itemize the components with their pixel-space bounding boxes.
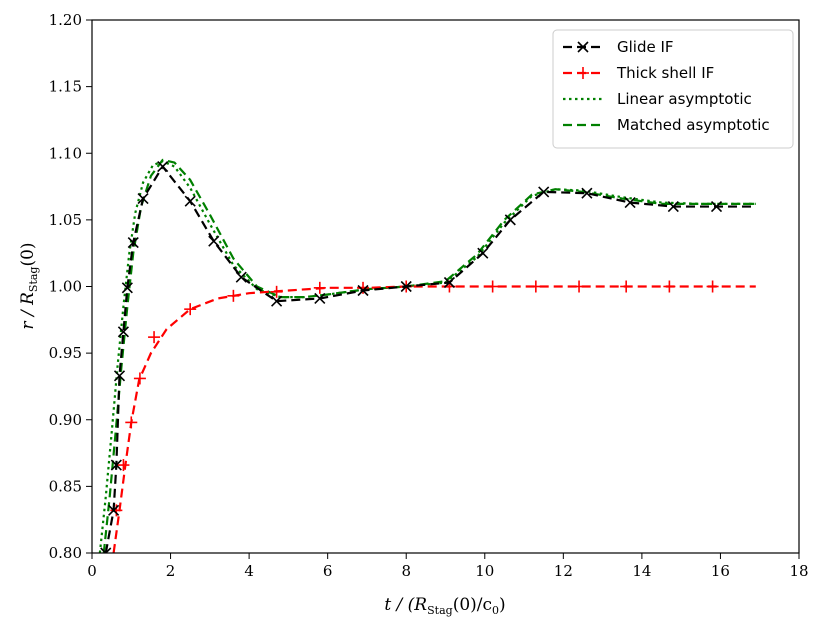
data-point <box>184 195 196 207</box>
data-point <box>113 370 126 382</box>
data-point <box>486 280 499 293</box>
y-tick-label: 1.05 <box>49 211 82 229</box>
data-point <box>313 281 326 294</box>
legend-marker <box>577 67 589 79</box>
data-point <box>314 292 326 305</box>
y-axis-label: r / RStag(0) <box>18 242 40 329</box>
x-tick-label: 18 <box>789 562 808 580</box>
series-line-thick-shell-if <box>112 285 756 553</box>
data-point <box>504 214 516 226</box>
x-tick-label: 0 <box>87 562 97 580</box>
legend-label: Matched asymptotic <box>617 116 770 134</box>
x-tick-label: 2 <box>166 562 176 580</box>
x-axis-label: t / (RStag(0)/c0) <box>384 595 505 617</box>
y-tick-label: 1.10 <box>49 144 82 162</box>
data-point <box>663 280 676 293</box>
data-point <box>443 276 455 289</box>
legend-entry: Linear asymptotic <box>563 90 752 108</box>
data-point <box>271 295 283 307</box>
legend-entry: Thick shell IF <box>563 64 714 82</box>
data-point <box>400 280 412 293</box>
data-point <box>227 289 240 302</box>
series-line-linear-asymptotic <box>98 160 756 553</box>
data-point <box>235 271 247 283</box>
data-point <box>100 547 112 553</box>
x-tick-label: 4 <box>244 562 254 580</box>
data-point <box>148 331 161 344</box>
x-tick-label: 10 <box>475 562 494 580</box>
data-point <box>184 303 197 316</box>
data-point <box>573 280 586 293</box>
data-point <box>125 416 138 429</box>
x-tick-label: 8 <box>401 562 411 580</box>
y-tick-label: 1.20 <box>49 11 82 29</box>
x-tick-label: 6 <box>323 562 333 580</box>
axes-layer: 0 2 4 6 8 10 12 14 16 18 0.80 0.85 0.90 0.95 1.00 1.05 1… <box>49 11 809 580</box>
x-tick-label: 14 <box>632 562 651 580</box>
data-point <box>357 284 369 297</box>
legend-entry: Matched asymptotic <box>563 116 770 134</box>
data-point <box>270 285 283 298</box>
legend: Glide IF Thick shell IF Linear asymptotic M… <box>552 29 794 149</box>
y-tick-label: 0.90 <box>49 411 82 429</box>
data-layer <box>98 158 756 553</box>
legend-label: Glide IF <box>617 38 674 56</box>
legend-label: Linear asymptotic <box>617 90 752 108</box>
data-point <box>133 372 146 385</box>
y-tick-label: 0.80 <box>49 544 82 562</box>
data-point <box>620 280 633 293</box>
legend-entries: Glide IF Thick shell IF Linear asymptotic M… <box>563 38 770 134</box>
data-point <box>529 280 542 293</box>
data-point <box>706 280 719 293</box>
data-point <box>127 236 139 249</box>
y-tick-label: 1.00 <box>49 278 82 296</box>
x-tick-label: 16 <box>711 562 730 580</box>
data-point <box>624 196 636 209</box>
data-point <box>667 200 679 213</box>
data-point <box>477 247 489 259</box>
data-point <box>117 326 129 338</box>
data-point <box>110 459 122 471</box>
legend-entry: Glide IF <box>563 38 674 56</box>
data-point <box>137 192 149 205</box>
y-tick-label: 0.85 <box>49 477 82 495</box>
data-point <box>117 459 130 472</box>
data-point <box>108 504 120 516</box>
legend-marker <box>577 41 589 53</box>
data-point <box>121 282 133 294</box>
data-point <box>538 186 550 198</box>
y-tick-label: 1.15 <box>49 78 82 96</box>
data-point <box>357 281 370 294</box>
legend-label: Thick shell IF <box>616 64 714 82</box>
y-tick-label: 0.95 <box>49 344 82 362</box>
x-tick-label: 12 <box>554 562 573 580</box>
data-point <box>581 187 593 199</box>
data-point <box>157 161 169 173</box>
legend-box <box>552 29 794 149</box>
data-point <box>710 200 723 213</box>
data-point <box>110 504 123 517</box>
data-point <box>208 235 220 247</box>
